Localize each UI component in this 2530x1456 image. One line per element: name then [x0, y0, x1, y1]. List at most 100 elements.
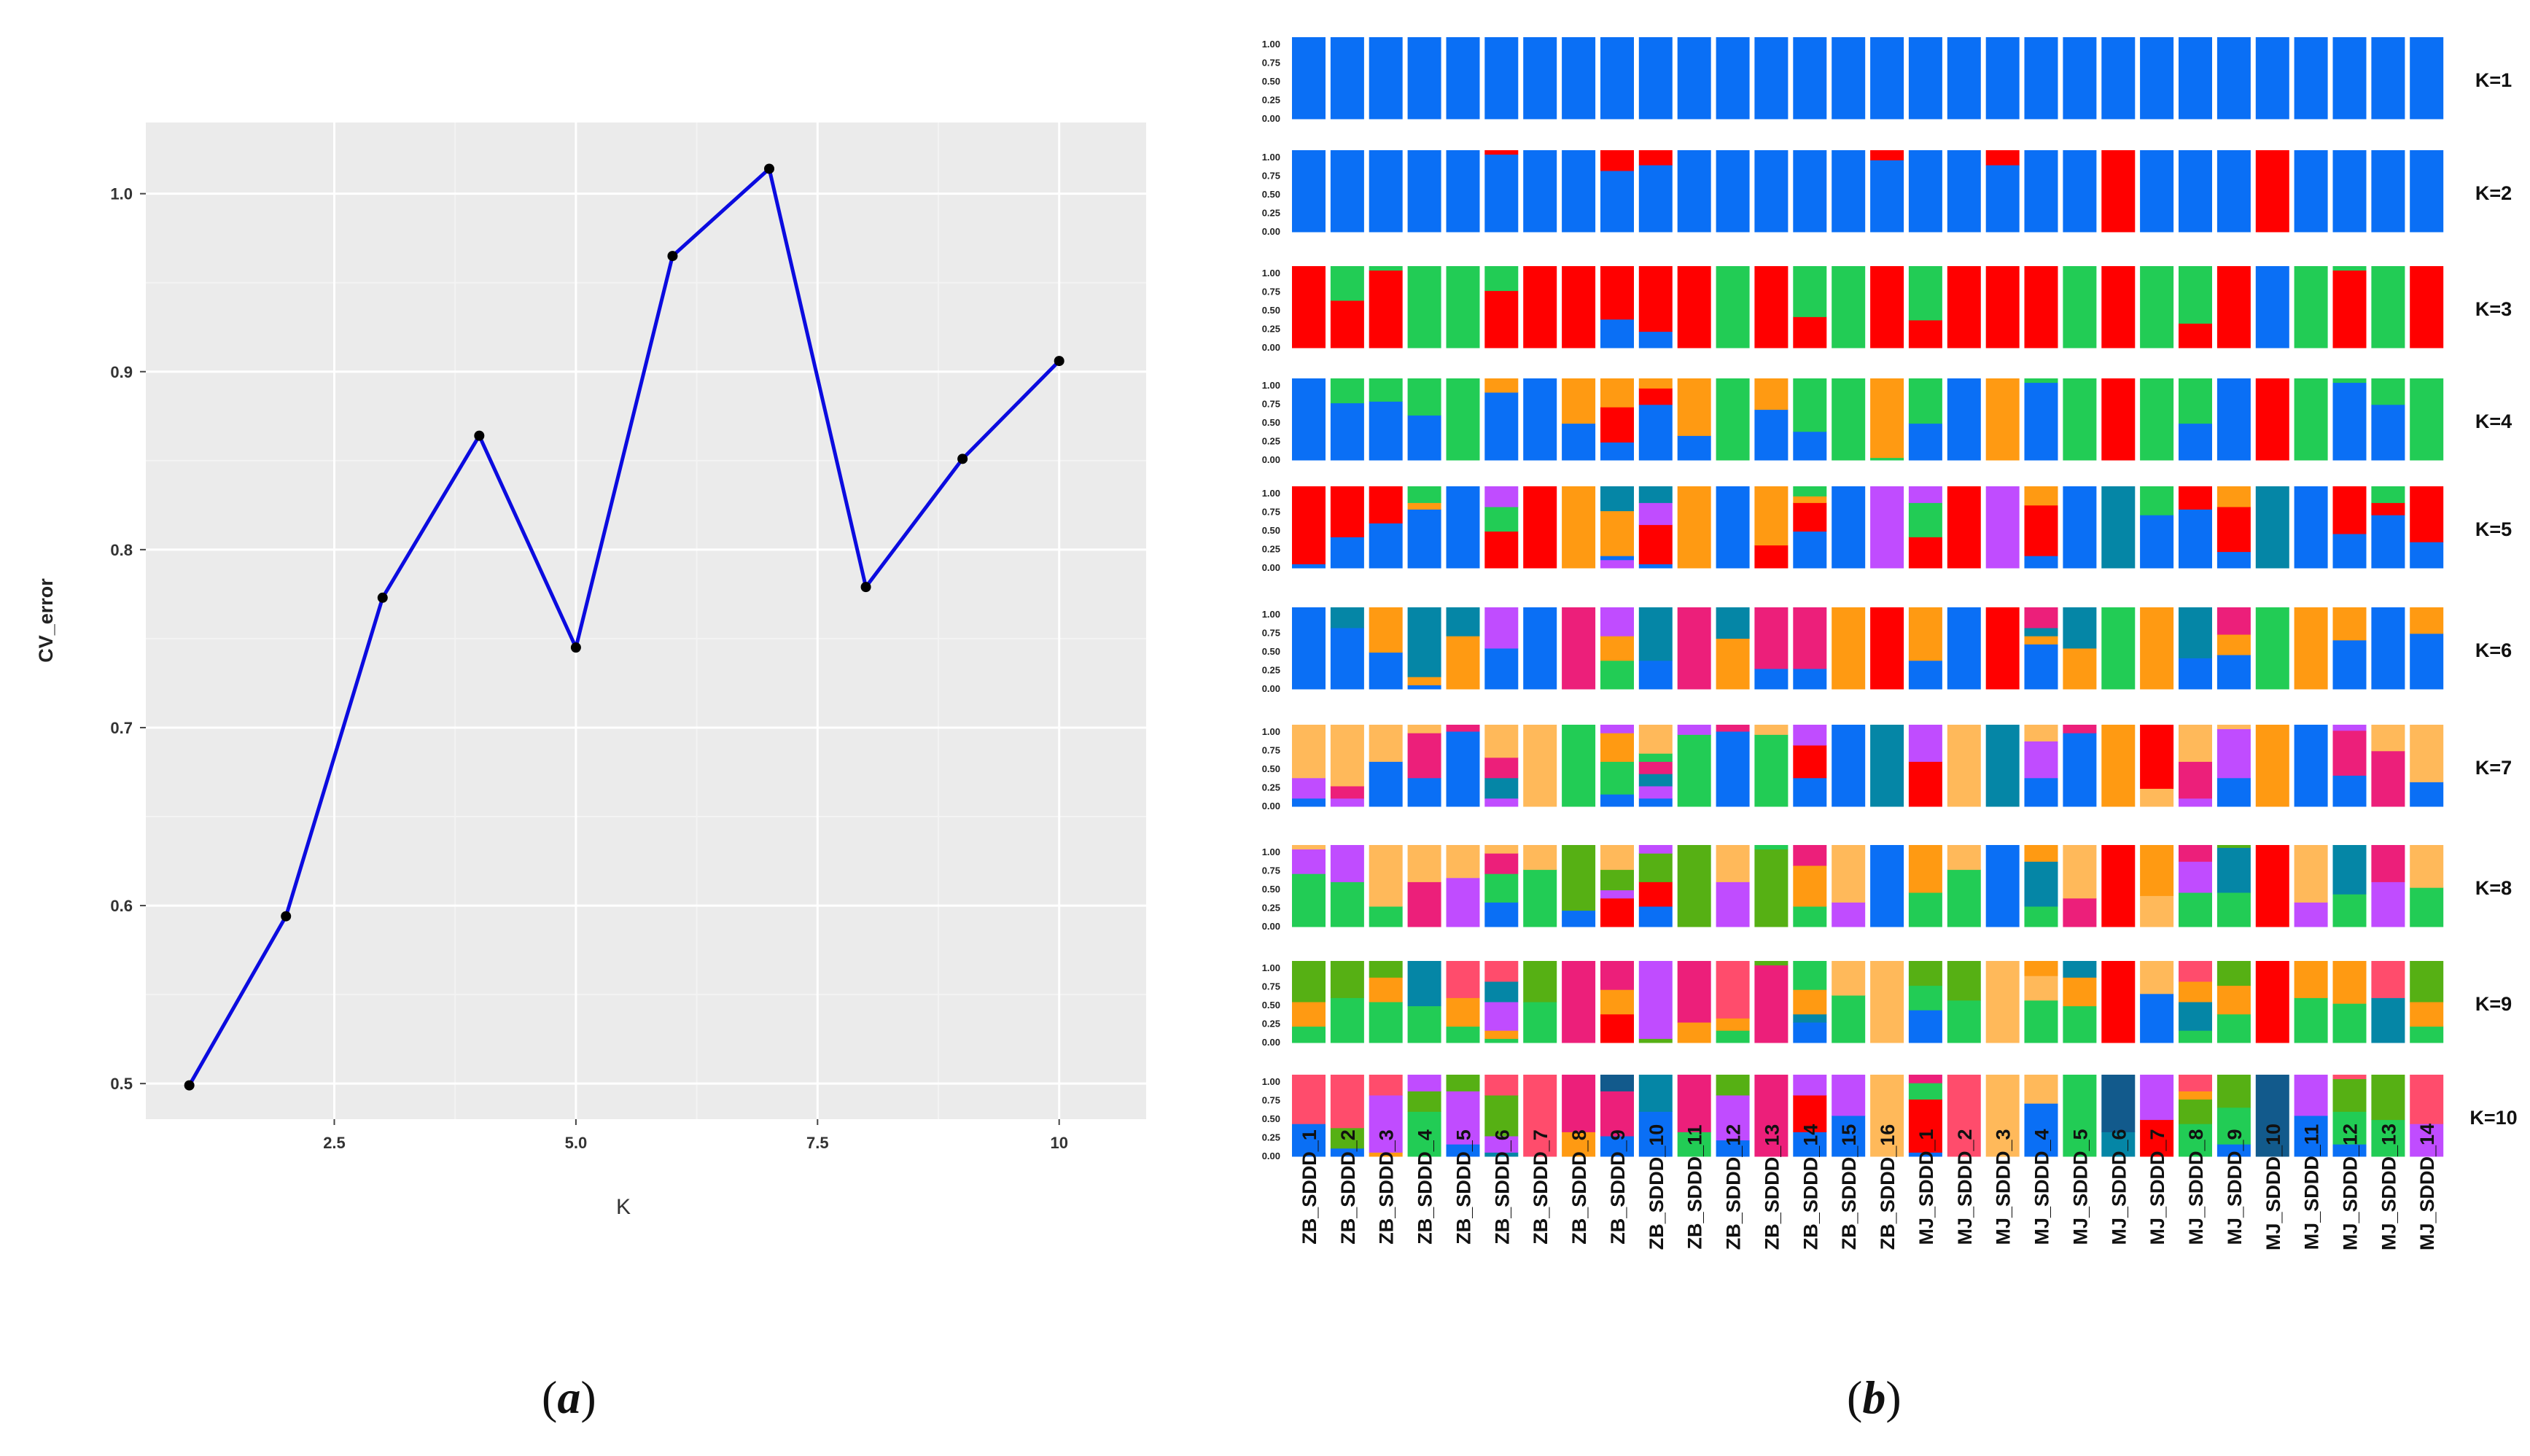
admixture-bar [2179, 266, 2212, 349]
admixture-bar [1985, 845, 2020, 927]
ancestry-segment-red [1908, 1099, 1942, 1153]
ancestry-segment-pink [1407, 881, 1441, 927]
admixture-bar [1600, 845, 1634, 927]
ancestry-segment-red [1677, 266, 1711, 349]
ancestry-segment-pink [1330, 786, 1364, 799]
ancestry-segment-teal [2179, 607, 2212, 658]
ancestry-segment-blue [1793, 1022, 1827, 1043]
ancestry-segment-green [1908, 985, 1942, 1011]
ancestry-segment-blue [1407, 777, 1441, 807]
ancestry-segment-peach [1484, 725, 1519, 758]
ancestry-segment-blue [2410, 542, 2444, 569]
ancestry-segment-peach [1407, 845, 1441, 882]
admixture-bar [1330, 607, 1364, 690]
ancestry-segment-peach [1947, 845, 1981, 871]
admixture-bar [2024, 725, 2058, 807]
ancestry-segment-blue [2371, 150, 2405, 233]
admixture-bar [1985, 266, 2020, 349]
ancestry-segment-orange [1716, 1018, 1750, 1031]
sample-label: ZB_SDDD_1 [1299, 1129, 1320, 1245]
ancestry-segment-blue [1793, 1132, 1827, 1157]
ancestry-segment-salmon [2179, 1075, 2212, 1091]
y-tick-label: 0.25 [1262, 1019, 1280, 1029]
ancestry-segment-blue [1638, 404, 1673, 461]
k-label: K=7 [2475, 757, 2512, 779]
ancestry-segment-orange [1562, 378, 1596, 424]
admixture-bar [1484, 378, 1519, 461]
ancestry-segment-olive [2216, 961, 2251, 986]
admixture-bar [1793, 486, 1827, 569]
structure-row: 1.00 0.75 0.50 0.25 0.00 K=8 [1262, 845, 2512, 932]
ancestry-segment-olive [1600, 869, 1634, 891]
y-tick-label: 0.25 [1262, 544, 1280, 555]
ancestry-segment-peach [1870, 1075, 1904, 1157]
admixture-bar [1716, 961, 1750, 1043]
ancestry-segment-olive [1562, 845, 1596, 911]
admixture-bar [2179, 378, 2212, 461]
y-tick-label: 0.25 [1262, 665, 1280, 676]
ancestry-segment-blue [1638, 37, 1673, 120]
ancestry-segment-green [1369, 266, 1403, 271]
ancestry-segment-teal [1870, 725, 1904, 807]
ancestry-segment-salmon [1716, 961, 1750, 1019]
ancestry-segment-blue [1330, 37, 1364, 120]
ancestry-segment-blue [1407, 509, 1441, 569]
admixture-bar [2410, 150, 2444, 233]
ancestry-segment-orange [1638, 378, 1673, 389]
y-tick-label: 0.9 [110, 363, 133, 381]
y-tick-label: 0.25 [1262, 324, 1280, 335]
ancestry-segment-teal [1985, 725, 2020, 807]
ancestry-segment-pink [1677, 1075, 1711, 1132]
y-tick-label: 0.50 [1262, 525, 1280, 536]
admixture-bar [1716, 607, 1750, 690]
ancestry-segment-red [1638, 881, 1673, 907]
ancestry-segment-purple [1832, 1075, 1866, 1116]
y-tick-label: 0.8 [110, 541, 133, 559]
ancestry-segment-blue [1330, 150, 1364, 233]
ancestry-segment-blue [1908, 37, 1942, 120]
ancestry-segment-green [2024, 1000, 2058, 1043]
ancestry-segment-blue [2332, 150, 2367, 233]
ancestry-segment-red [1870, 266, 1904, 349]
ancestry-segment-blue [1947, 607, 1981, 690]
ancestry-segment-purple [1600, 889, 1634, 899]
admixture-bar [1330, 37, 1364, 120]
admixture-bar [1870, 150, 1904, 233]
ancestry-segment-blue [2063, 37, 2097, 120]
admixture-bar [2140, 725, 2174, 807]
ancestry-segment-green [2216, 892, 2251, 927]
admixture-bar [1908, 266, 1942, 349]
ancestry-segment-olive [1369, 961, 1403, 978]
admixture-bar [1677, 845, 1711, 927]
ancestry-segment-purple [1292, 777, 1326, 799]
ancestry-segment-red [1600, 266, 1634, 320]
ancestry-segment-teal [2101, 1132, 2136, 1157]
admixture-bar [1754, 486, 1788, 569]
admixture-bar [1677, 266, 1711, 349]
admixture-bar [1369, 607, 1403, 690]
ancestry-segment-blue [1484, 154, 1519, 233]
ancestry-segment-purple [1484, 486, 1519, 507]
sample-label: ZB_SDDD_12 [1723, 1124, 1745, 1250]
ancestry-segment-peach [2410, 845, 2444, 888]
admixture-bar [1754, 150, 1788, 233]
y-tick-label: 0.50 [1262, 189, 1280, 200]
ancestry-segment-red [1484, 531, 1519, 569]
data-point [570, 642, 581, 653]
ancestry-segment-green [2410, 378, 2444, 461]
panel-letter: b [1862, 1371, 1886, 1423]
admixture-bar [2024, 845, 2058, 927]
ancestry-segment-orange [1793, 496, 1827, 503]
ancestry-segment-peach [1832, 845, 1866, 903]
admixture-bar [1292, 725, 1326, 807]
admixture-bar [1369, 845, 1403, 927]
ancestry-segment-blue [1600, 1136, 1634, 1157]
y-tick-label: 0.75 [1262, 58, 1280, 69]
admixture-bar [1870, 961, 1904, 1043]
data-point [184, 1080, 195, 1091]
admixture-bar [1446, 845, 1480, 927]
sample-label: ZB_SDDD_8 [1568, 1129, 1590, 1245]
ancestry-segment-teal [1407, 961, 1441, 1007]
admixture-bar [2216, 607, 2251, 690]
y-tick-label: 0.25 [1262, 208, 1280, 219]
